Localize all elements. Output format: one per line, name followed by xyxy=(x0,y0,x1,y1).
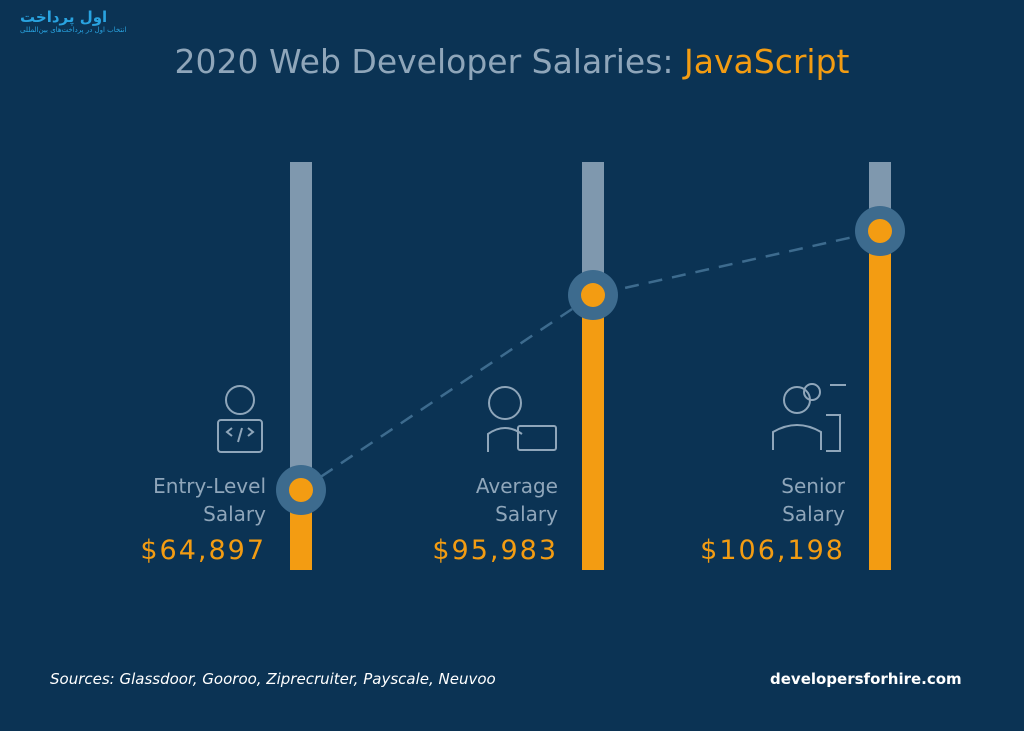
marker xyxy=(581,283,605,308)
bar xyxy=(869,231,891,570)
value-label: $64,897 xyxy=(140,535,266,566)
value-label: $95,983 xyxy=(432,535,558,566)
brand: developersforhire.com xyxy=(770,670,962,688)
marker xyxy=(868,219,892,243)
value-label: $106,198 xyxy=(700,535,845,566)
marker xyxy=(289,478,313,502)
icons xyxy=(217,383,846,453)
watermark: اول پرداخت انتخاب اول در پرداخت‌های بین‌… xyxy=(20,8,126,34)
watermark-title: اول پرداخت xyxy=(20,8,108,26)
source: Sources: Glassdoor, Gooroo, Ziprecruiter… xyxy=(50,670,496,688)
category-label: Senior Salary xyxy=(781,474,845,526)
track xyxy=(290,162,312,490)
title-highlight: JavaScript xyxy=(684,42,850,81)
title: 2020 Web Developer Salaries: JavaScript xyxy=(0,42,1024,81)
watermark-subtitle: انتخاب اول در پرداخت‌های بین‌المللی xyxy=(20,26,127,34)
category-label: Average Salary xyxy=(475,474,558,526)
category-label: Entry-Level Salary xyxy=(153,474,266,526)
bar xyxy=(582,295,604,570)
chart-title: 2020 Web Developer Salaries: xyxy=(174,42,685,81)
track xyxy=(582,162,604,296)
